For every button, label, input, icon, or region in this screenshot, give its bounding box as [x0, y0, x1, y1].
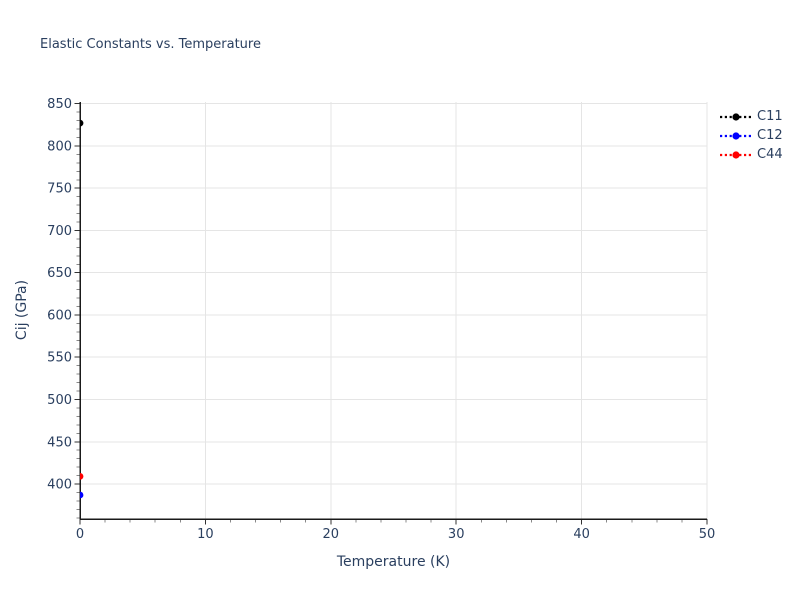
y-tick-label: 700 [47, 224, 72, 239]
legend-item-c44[interactable]: C44 [719, 145, 783, 164]
x-tick-label: 20 [323, 527, 340, 542]
x-tick-label: 0 [76, 527, 84, 542]
y-tick-label: 600 [47, 308, 72, 323]
legend-item-c11[interactable]: C11 [719, 107, 783, 126]
legend-line-sample-c12 [720, 131, 752, 140]
data-point-c44 [80, 473, 84, 480]
legend: C11 C12 C44 [719, 107, 783, 164]
legend-line-sample-c11 [720, 112, 752, 121]
legend-label: C11 [757, 108, 783, 124]
data-point-c11 [80, 119, 84, 127]
x-tick-label: 40 [573, 527, 590, 542]
y-tick-label: 850 [47, 97, 72, 112]
y-axis-title: Cij (GPa) [14, 279, 30, 341]
y-tick-label: 450 [47, 435, 72, 450]
data-point-c12 [80, 491, 84, 499]
x-tick-label: 10 [197, 527, 214, 542]
legend-item-c12[interactable]: C12 [719, 126, 783, 145]
y-tick-label: 400 [47, 478, 72, 493]
chart-title: Elastic Constants vs. Temperature [40, 37, 261, 52]
x-tick-label: 50 [699, 527, 716, 542]
legend-label: C44 [757, 146, 783, 162]
y-tick-label: 650 [47, 266, 72, 281]
y-tick-label: 750 [47, 182, 72, 197]
legend-line-sample-c44 [720, 150, 752, 159]
legend-label: C12 [757, 127, 783, 143]
x-axis-title: Temperature (K) [336, 554, 451, 570]
y-tick-label: 500 [47, 393, 72, 408]
x-tick-label: 30 [448, 527, 465, 542]
y-tick-label: 550 [47, 351, 72, 366]
y-tick-label: 800 [47, 139, 72, 154]
